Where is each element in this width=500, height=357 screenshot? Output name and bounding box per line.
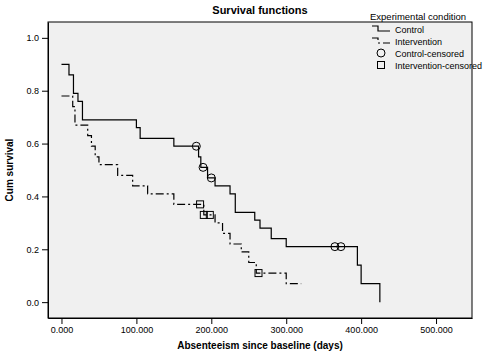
- censored-marker: [199, 163, 207, 171]
- y-tick-label: 0.4: [26, 192, 39, 202]
- chart: Survival functions 0.000 100.000 200.000 300…: [0, 0, 500, 357]
- y-tick-label: 0.6: [26, 139, 39, 149]
- legend-item: Control: [372, 25, 424, 35]
- title: Survival functions: [212, 4, 307, 16]
- x-tick-mark: [361, 318, 362, 324]
- legend-symbol: [372, 26, 390, 31]
- x-tick-label: 500.000: [420, 325, 453, 335]
- x-tick: 300.000: [270, 318, 303, 335]
- censored-marker: [207, 174, 215, 182]
- x-tick-label: 100.000: [121, 325, 154, 335]
- y-tick: 0.4: [26, 192, 48, 202]
- censored-marker: [255, 270, 262, 277]
- x-tick: 400.000: [345, 318, 378, 335]
- x-tick: 500.000: [420, 318, 453, 335]
- censored-marker: [337, 243, 345, 251]
- x-tick-label: 400.000: [345, 325, 378, 335]
- legend-label: Control-censored: [395, 49, 464, 59]
- x-tick-label: 200.000: [196, 325, 229, 335]
- plot-area: [61, 64, 379, 302]
- legend-symbol: [377, 49, 385, 57]
- x-axis-line: [49, 318, 473, 319]
- y-tick-mark: [42, 196, 48, 197]
- legend-item: Intervention-censored: [378, 61, 483, 71]
- legend-label: Control: [395, 25, 424, 35]
- legend: Experimental condition Control Interventio…: [370, 11, 482, 71]
- survival-line: [61, 64, 379, 302]
- x-tick: 200.000: [196, 318, 229, 335]
- y-tick: 0.8: [26, 86, 48, 96]
- x-tick-mark: [436, 318, 437, 324]
- x-axis-title: Absenteeism since baseline (days): [177, 340, 343, 351]
- x-tick-mark: [286, 318, 287, 324]
- legend-label: Intervention: [395, 37, 442, 47]
- y-axis-title: Cum survival: [4, 138, 15, 201]
- y-tick-label: 1.0: [26, 33, 39, 43]
- legend-title: Experimental condition: [370, 11, 466, 22]
- survival-line: [61, 96, 301, 284]
- y-tick: 0.0: [26, 298, 48, 308]
- legend-symbol: [378, 62, 385, 69]
- x-tick-mark: [61, 318, 62, 324]
- y-tick-mark: [42, 144, 48, 145]
- x-tick-label: 300.000: [270, 325, 303, 335]
- y-axis-line: [48, 23, 49, 319]
- x-tick-mark: [136, 318, 137, 324]
- y-tick-mark: [42, 302, 48, 303]
- y-tick-mark: [42, 249, 48, 250]
- y-tick-mark: [42, 91, 48, 92]
- censored-marker: [206, 211, 213, 218]
- legend-item: Control-censored: [377, 49, 464, 59]
- x-tick-mark: [211, 318, 212, 324]
- legend-item: Intervention: [372, 37, 442, 47]
- y-tick-mark: [42, 38, 48, 39]
- censored-marker: [197, 201, 204, 208]
- y-axis: 0.0 0.2 0.4 0.6 0.8 1.0: [26, 23, 48, 319]
- x-axis: 0.000 100.000 200.000 300.000 400.000 500.000: [49, 318, 473, 335]
- censored-marker: [192, 142, 200, 150]
- y-tick-label: 0.8: [26, 86, 39, 96]
- y-tick: 0.6: [26, 139, 48, 149]
- y-tick: 1.0: [26, 33, 48, 43]
- y-tick: 0.2: [26, 245, 48, 255]
- y-tick-label: 0.0: [26, 298, 39, 308]
- y-tick-label: 0.2: [26, 245, 39, 255]
- x-tick: 0.000: [51, 318, 74, 335]
- x-tick: 100.000: [121, 318, 154, 335]
- legend-label: Intervention-censored: [395, 61, 482, 71]
- legend-symbol: [372, 38, 390, 43]
- x-tick-label: 0.000: [51, 325, 74, 335]
